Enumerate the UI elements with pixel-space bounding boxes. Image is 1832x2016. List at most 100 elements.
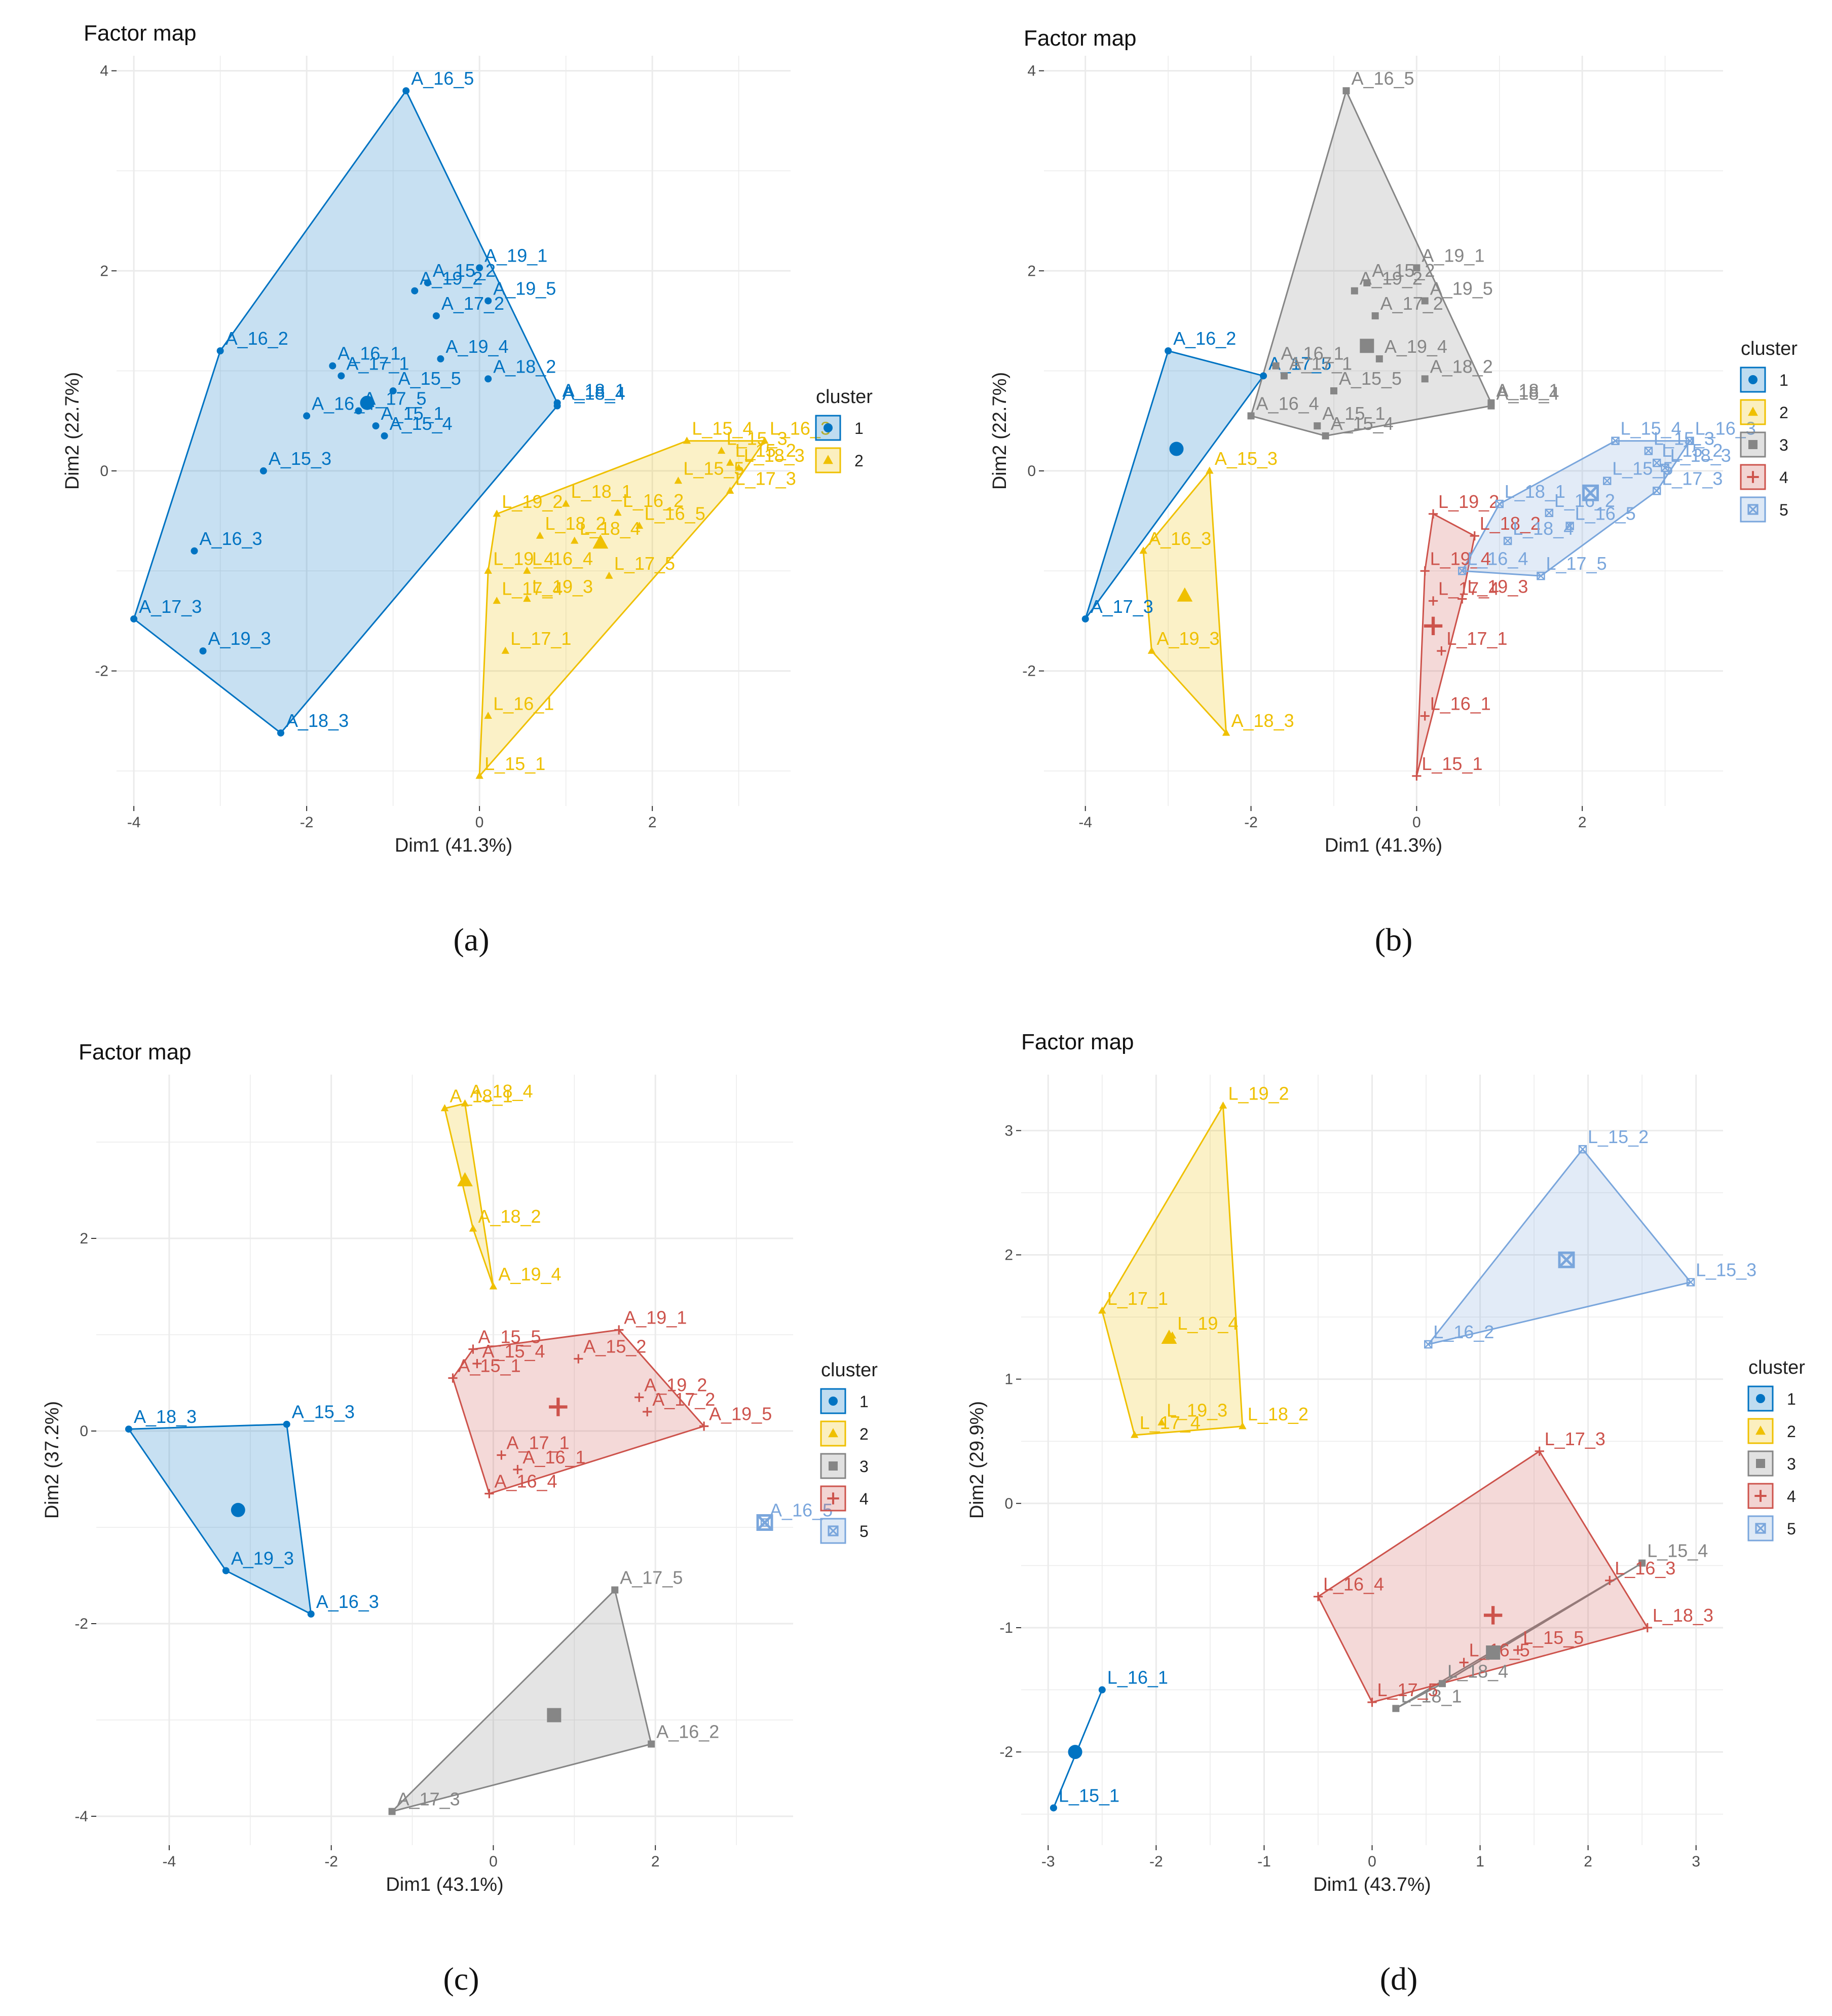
point-L_18_4 — [1439, 1680, 1446, 1688]
point-A_19_1 — [1413, 264, 1420, 272]
point-A_17_2 — [1371, 312, 1379, 320]
point-label-L_16_5: L_16_5 — [1575, 503, 1636, 524]
legend-symbol-4 — [1754, 1490, 1767, 1502]
point-L_15_2 — [726, 458, 734, 466]
point-A_19_4 — [489, 1282, 498, 1290]
point-label-A_18_2: A_18_2 — [493, 356, 556, 377]
x-axis-title: Dim1 (41.3%) — [395, 835, 512, 856]
panel-caption: (b) — [1375, 922, 1413, 958]
point-label-A_18_4: A_18_4 — [470, 1081, 533, 1102]
legend-label-3: 3 — [1779, 436, 1788, 454]
point-label-A_19_2: A_19_2 — [644, 1375, 707, 1396]
point-label-A_16_4: A_16_4 — [494, 1471, 557, 1492]
point-label-L_15_3: L_15_3 — [727, 428, 788, 449]
x-tick-label: 0 — [1368, 1853, 1376, 1870]
x-tick-label: -2 — [300, 814, 314, 831]
point-A_15_5 — [468, 1344, 478, 1354]
legend-label-4: 4 — [1787, 1487, 1796, 1506]
x-tick-label: 0 — [475, 814, 484, 831]
point-label-L_18_3: L_18_3 — [744, 445, 805, 466]
legend-symbol-1 — [829, 1397, 838, 1406]
point-L_18_3 — [1661, 463, 1669, 472]
point-label-A_18_3: A_18_3 — [134, 1406, 197, 1427]
point-A_19_2 — [411, 287, 419, 295]
point-label-L_18_2: L_18_2 — [1248, 1404, 1308, 1424]
cluster-hulls — [1085, 88, 1692, 777]
point-label-A_19_4: A_19_4 — [445, 336, 508, 357]
factor-map-panel-c: -4 -2 0 2 -4 -2 0 2 Dim1 (43.1%) Dim2 (37.2%) Fact… — [42, 1040, 878, 1997]
y-tick-label: -2 — [95, 663, 108, 680]
point-L_15_3 — [1686, 1278, 1695, 1287]
point-A_17_5 — [611, 1586, 619, 1594]
chart-title: Factor map — [84, 21, 197, 46]
point-label-L_15_1: L_15_1 — [1059, 1785, 1119, 1806]
y-tick-label: 0 — [1027, 463, 1036, 480]
point-label-A_19_1: A_19_1 — [1422, 245, 1484, 266]
point-label-A_15_1: A_15_1 — [381, 403, 444, 424]
point-label-A_19_3: A_19_3 — [231, 1548, 294, 1569]
y-tick-label: -4 — [74, 1808, 88, 1825]
gridlines — [1021, 1075, 1723, 1845]
cluster-4-center — [1483, 1606, 1503, 1625]
legend-title: cluster — [816, 386, 873, 408]
x-tick-label: -3 — [1041, 1853, 1055, 1870]
cluster-hulls — [1053, 1103, 1692, 1809]
y-axis-title: Dim2 (29.9%) — [966, 1401, 988, 1519]
legend-symbol-2 — [828, 1428, 838, 1438]
point-A_18_2 — [484, 375, 492, 383]
point-A_15_4 — [381, 432, 388, 439]
point-A_18_4 — [553, 402, 561, 410]
point-label-L_16_4: L_16_4 — [532, 548, 593, 569]
point-L_17_3 — [726, 487, 734, 494]
point-A_15_2 — [424, 279, 431, 286]
legend-title: cluster — [1748, 1357, 1805, 1378]
y-tick-label: 4 — [1027, 63, 1036, 80]
x-axis-title: Dim1 (41.3%) — [1325, 835, 1442, 856]
legend-label-2: 2 — [1787, 1422, 1796, 1441]
legend-symbol-1 — [1756, 1394, 1765, 1403]
point-A_18_2 — [469, 1224, 477, 1232]
point-A_17_3 — [130, 615, 138, 622]
legend-label-1: 1 — [1779, 371, 1788, 389]
cluster-4-center — [549, 1398, 568, 1416]
point-A_16_2 — [1165, 347, 1172, 355]
point-L_15_5 — [674, 476, 683, 484]
point-A_15_1 — [372, 422, 380, 430]
point-A_16_2 — [648, 1740, 655, 1748]
cluster-1-center — [231, 1502, 245, 1517]
point-label-L_19_3: L_19_3 — [1467, 576, 1528, 597]
point-L_16_1 — [1098, 1686, 1106, 1694]
point-label-L_16_1: L_16_1 — [1107, 1667, 1168, 1688]
point-label-A_15_5: A_15_5 — [398, 368, 461, 389]
point-label-A_17_2: A_17_2 — [441, 293, 504, 314]
point-label-L_17_3: L_17_3 — [1545, 1428, 1605, 1449]
point-A_18_4 — [461, 1099, 469, 1107]
point-A_19_4 — [437, 355, 444, 362]
point-label-L_17_4: L_17_4 — [1438, 578, 1499, 599]
point-label-A_16_4: A_16_4 — [1256, 393, 1319, 414]
point-L_15_5 — [1602, 476, 1612, 485]
legend-symbol-5 — [1755, 1523, 1766, 1534]
point-L_16_2 — [614, 508, 622, 516]
point-A_15_3 — [283, 1420, 290, 1428]
point-A_19_4 — [1375, 355, 1383, 362]
plot-area — [1044, 56, 1723, 806]
point-label-A_15_4: A_15_4 — [482, 1341, 545, 1362]
point-label-L_17_1: L_17_1 — [510, 628, 571, 649]
point-label-A_16_2: A_16_2 — [226, 328, 288, 349]
point-label-A_18_2: A_18_2 — [1430, 356, 1493, 377]
factor-map-panel-a: -4 -2 0 2 -2 0 2 4 Dim1 (41.3%) Dim2 (22.7%) Facto… — [62, 21, 873, 958]
point-label-L_16_3: L_16_3 — [1695, 418, 1756, 439]
point-A_19_2 — [634, 1392, 644, 1402]
point-label-L_17_4: L_17_4 — [502, 578, 563, 599]
legend-label-5: 5 — [859, 1522, 869, 1541]
point-L_16_1 — [484, 712, 492, 719]
point-A_15_5 — [389, 387, 397, 395]
cluster-1-hull — [1085, 350, 1265, 619]
legend-symbol-2 — [1748, 407, 1758, 416]
legend-symbol-3 — [1756, 1459, 1765, 1468]
x-tick-label: 0 — [1412, 814, 1421, 831]
point-A_15_3 — [1206, 466, 1214, 474]
x-tick-label: 2 — [651, 1853, 660, 1870]
point-label-L_16_1: L_16_1 — [493, 693, 554, 714]
